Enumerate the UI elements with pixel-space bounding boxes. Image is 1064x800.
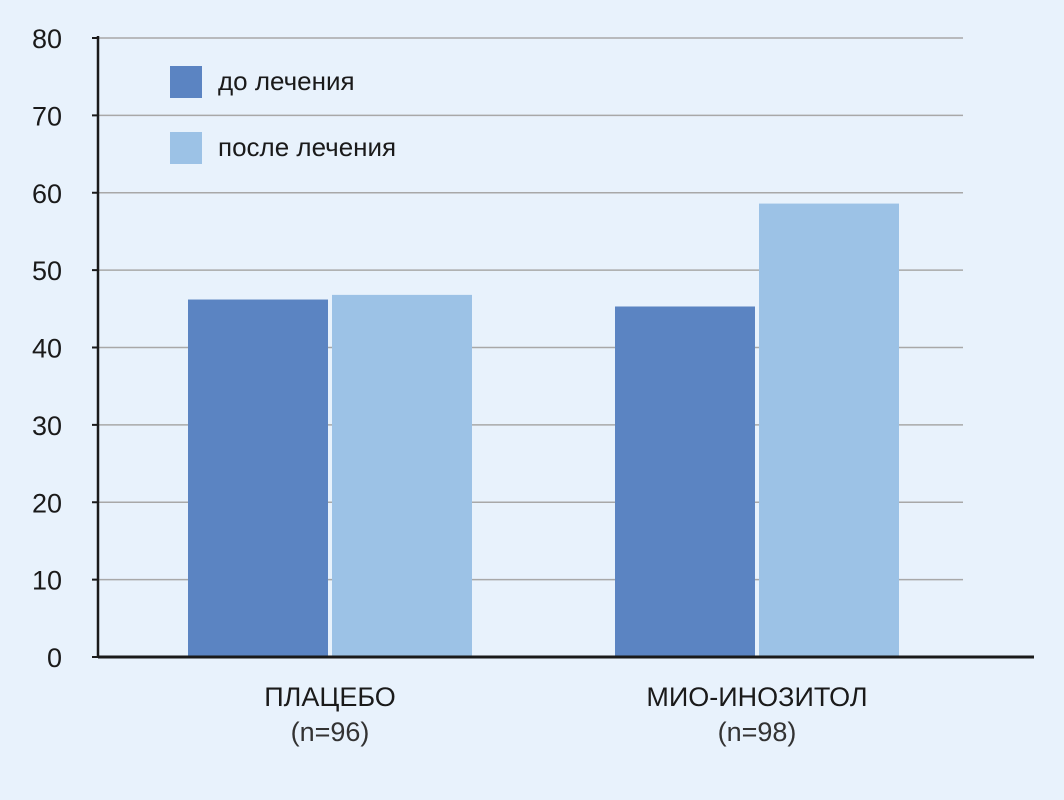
y-tick-label-20: 20 xyxy=(32,488,62,518)
y-tick-label-50: 50 xyxy=(32,256,62,286)
bar-before-1 xyxy=(615,306,755,657)
bar-after-1 xyxy=(759,203,899,657)
y-tick-label-10: 10 xyxy=(32,566,62,596)
y-tick-label-70: 70 xyxy=(32,101,62,131)
legend-swatch-after xyxy=(170,132,202,164)
y-tick-label-0: 0 xyxy=(47,643,62,673)
y-tick-labels: 0 10 20 30 40 50 60 70 80 xyxy=(32,24,98,673)
x-category-labels: ПЛАЦЕБО (n=96) МИО-ИНОЗИТОЛ (n=98) xyxy=(264,682,867,747)
category-label-placebo: ПЛАЦЕБО xyxy=(264,682,396,712)
legend: до лечения после лечения xyxy=(170,66,396,164)
category-label-myo-inositol: МИО-ИНОЗИТОЛ xyxy=(646,682,867,712)
bar-after-0 xyxy=(332,294,472,657)
legend-swatch-before xyxy=(170,66,202,98)
legend-label-before: до лечения xyxy=(218,66,355,96)
y-tick-label-60: 60 xyxy=(32,179,62,209)
y-tick-label-30: 30 xyxy=(32,411,62,441)
bars xyxy=(188,203,899,657)
category-sublabel-placebo: (n=96) xyxy=(291,717,370,747)
bar-before-0 xyxy=(188,299,328,657)
category-sublabel-myo-inositol: (n=98) xyxy=(718,717,797,747)
y-tick-label-80: 80 xyxy=(32,24,62,54)
y-tick-label-40: 40 xyxy=(32,334,62,364)
legend-label-after: после лечения xyxy=(218,132,396,162)
